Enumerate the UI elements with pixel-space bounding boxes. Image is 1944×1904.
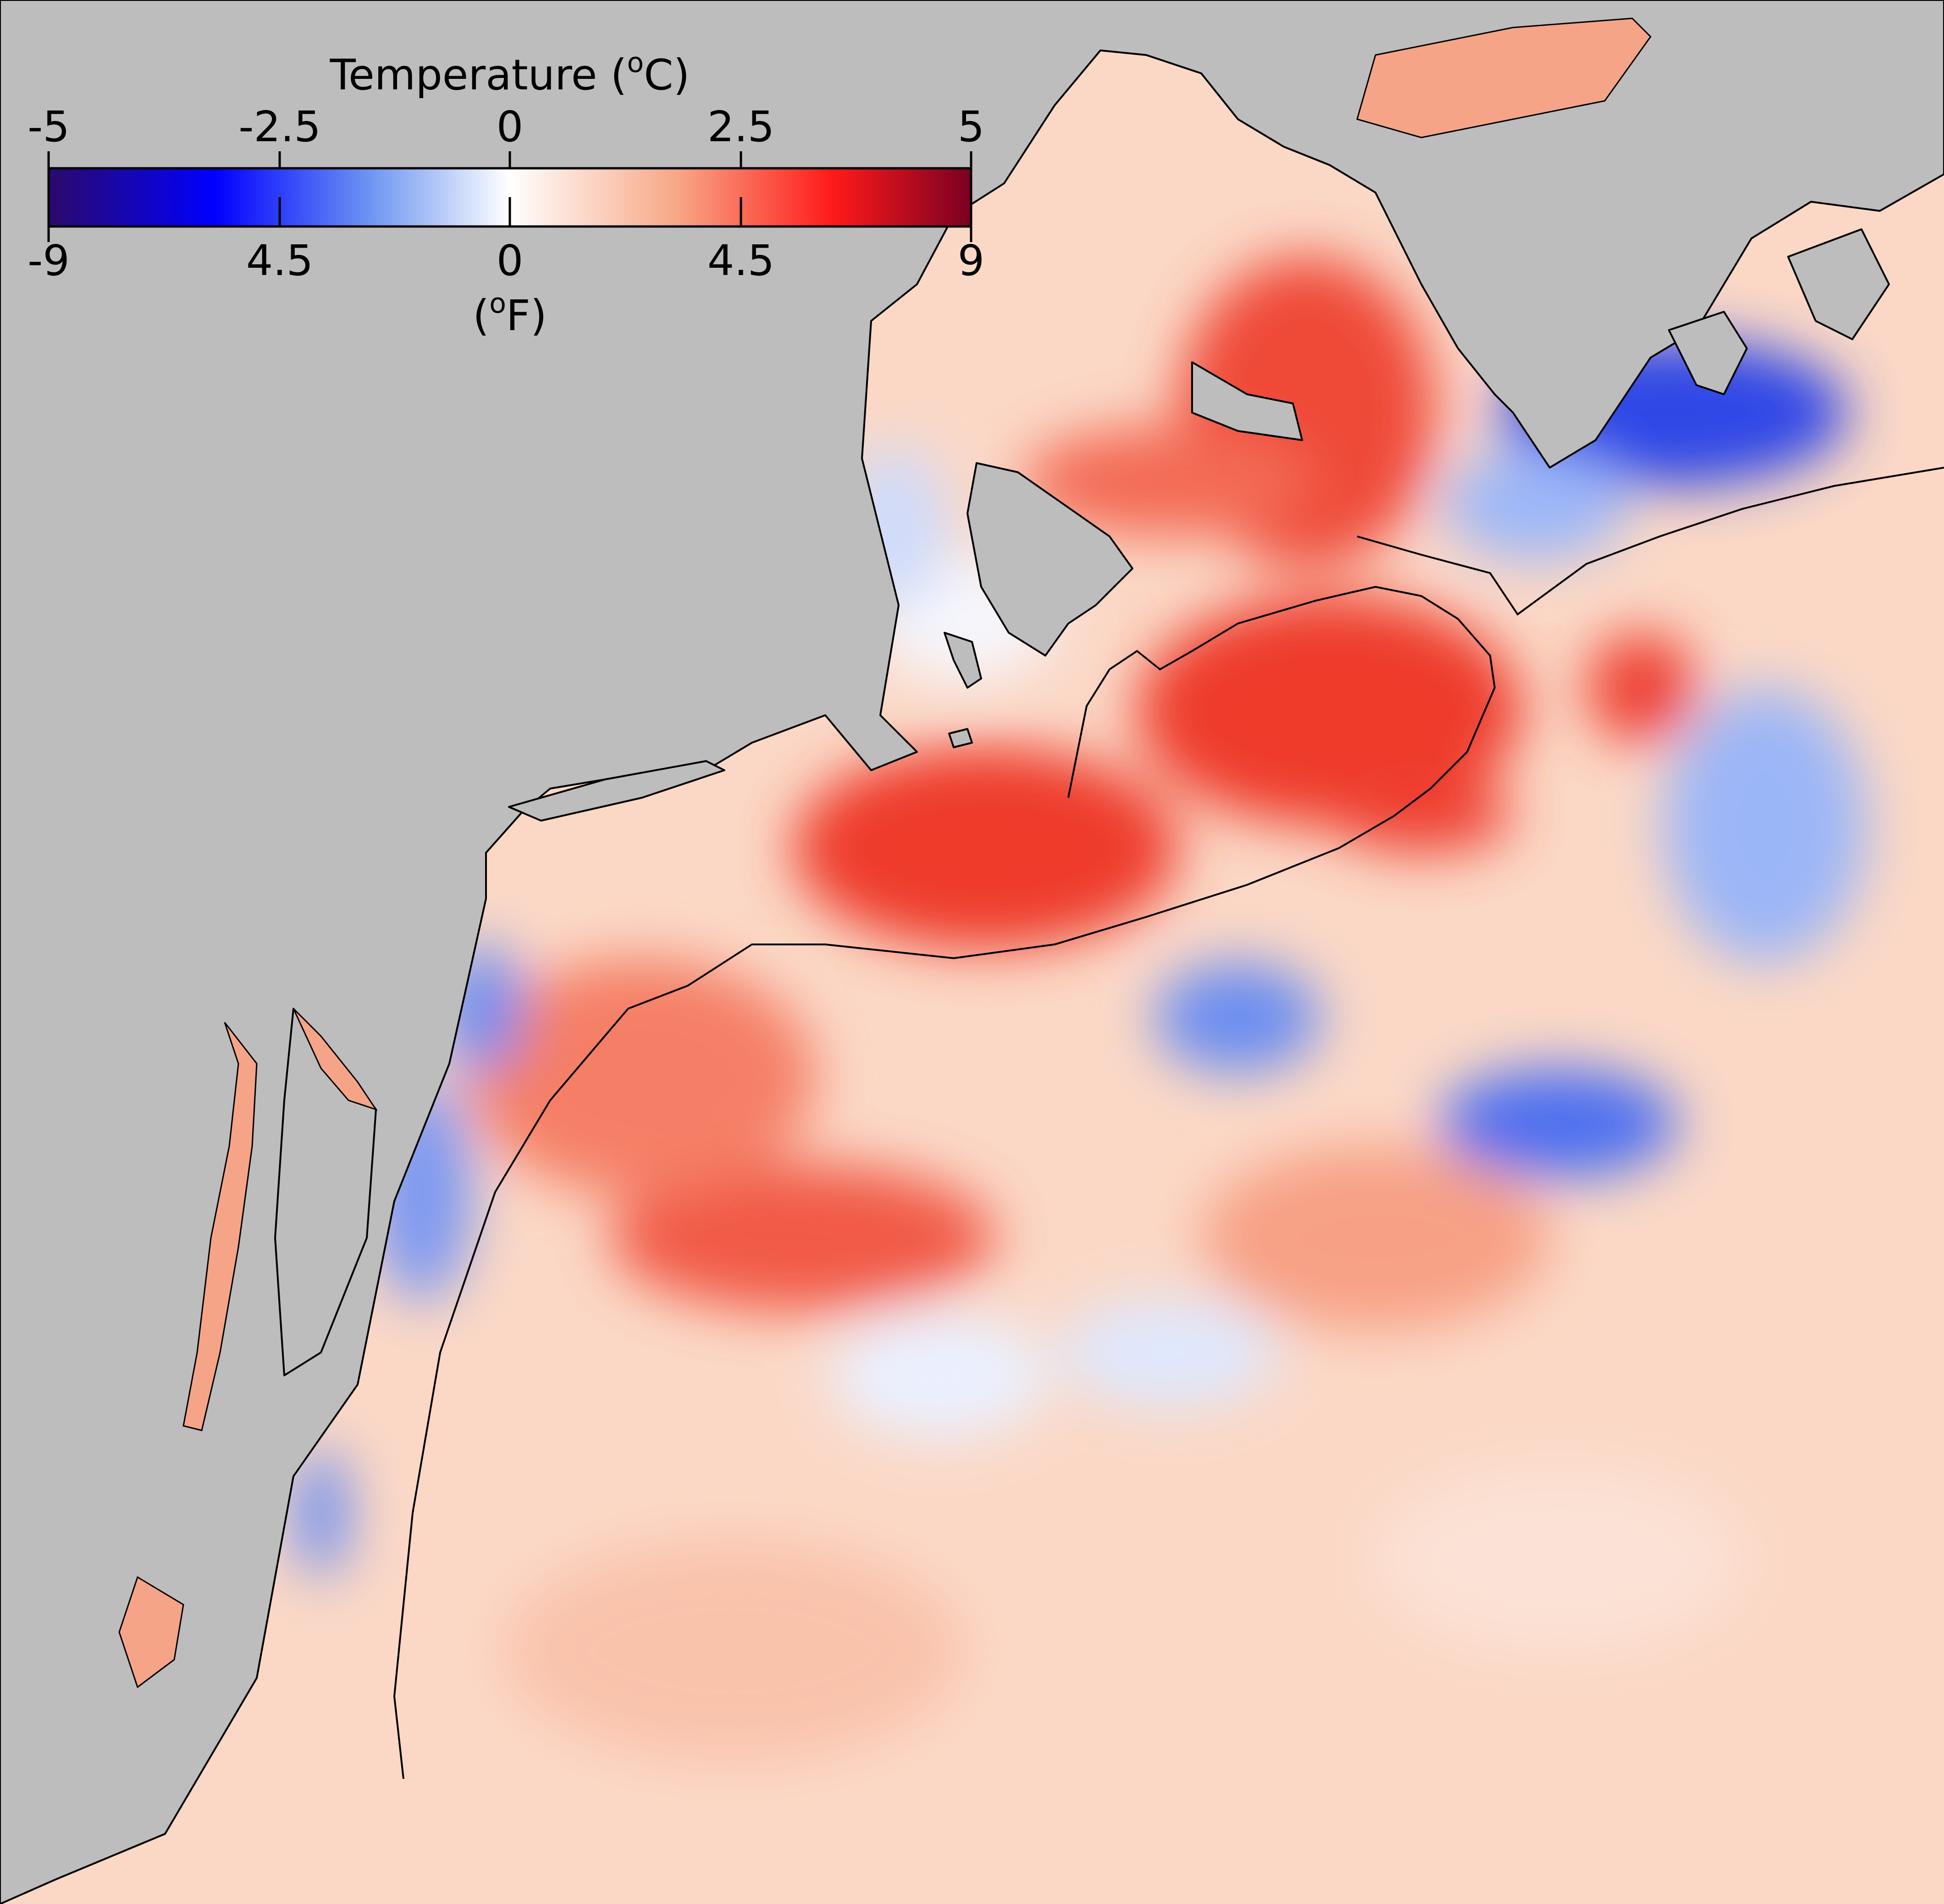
f-tick-5: 9	[958, 236, 985, 285]
f-tick-1: -9	[28, 236, 70, 285]
nantucket	[948, 728, 973, 748]
f-tick-4: 4.5	[707, 236, 774, 285]
f-tick-2: 4.5	[246, 236, 313, 285]
fahrenheit-unit-label: (oF)	[473, 287, 547, 340]
delaware-bay	[293, 1008, 378, 1111]
colorbar-title: Temperature (oC)	[330, 47, 690, 99]
colorbar-ticks	[47, 151, 972, 242]
fahrenheit-tick-labels: -9 4.5 0 4.5 9	[28, 236, 984, 285]
c-tick-4: 2.5	[707, 102, 774, 151]
c-tick-3: 0	[497, 102, 524, 151]
celsius-tick-labels: -5 -2.5 0 2.5 5	[28, 102, 984, 151]
gulf-of-st-lawrence	[1356, 17, 1651, 138]
cape-breton-island	[1668, 311, 1748, 395]
chesapeake-bay	[182, 1022, 258, 1431]
colorbar-legend: Temperature (oC) -5 -2.5 0 2.5 5 -9 4.5 …	[28, 47, 984, 340]
c-tick-1: -5	[28, 102, 70, 151]
long-island	[508, 760, 725, 822]
nova-scotia	[966, 462, 1133, 657]
prince-edward-island	[1191, 361, 1303, 441]
cape-cod	[944, 632, 982, 689]
estuaries	[118, 17, 1651, 1689]
laurentian-channel-contour	[1357, 467, 1944, 616]
pamlico-sound	[118, 1576, 184, 1689]
shelf-break-contour	[393, 585, 1496, 1779]
c-tick-2: -2.5	[238, 102, 321, 151]
c-tick-5: 5	[958, 102, 985, 151]
newfoundland-southwest	[1787, 228, 1890, 340]
f-tick-3: 0	[497, 236, 524, 285]
